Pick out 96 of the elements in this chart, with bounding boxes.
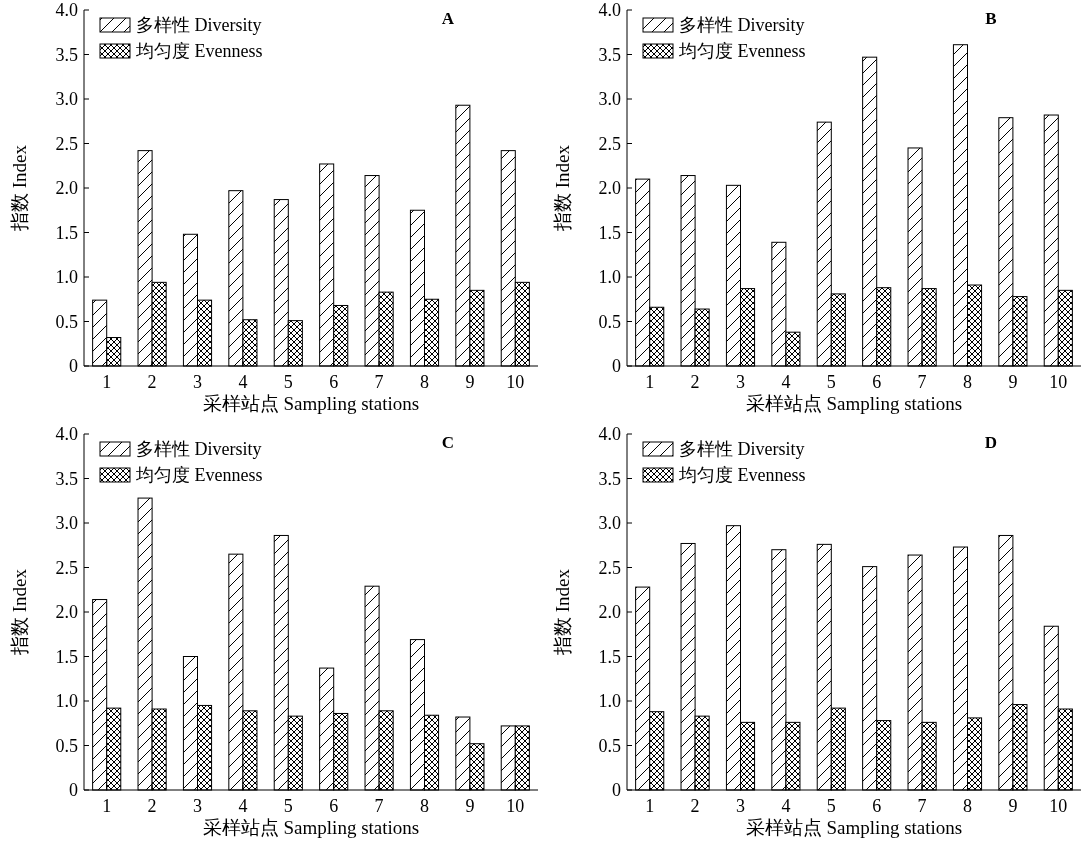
x-tick-label: 6 bbox=[329, 796, 339, 816]
x-tick-label: 10 bbox=[1049, 372, 1068, 392]
x-tick-label: 2 bbox=[690, 796, 700, 816]
y-tick-label: 4.0 bbox=[598, 0, 621, 20]
chart-title: D bbox=[984, 433, 998, 452]
y-tick-label: 3.0 bbox=[598, 513, 621, 533]
y-tick-label: 1.5 bbox=[55, 646, 78, 667]
y-tick-label: 3.5 bbox=[55, 44, 78, 65]
x-axis-title: 采样站点 Sampling stations bbox=[745, 393, 963, 414]
y-tick-label: 1.0 bbox=[55, 267, 78, 287]
x-tick-label: 5 bbox=[283, 372, 293, 392]
y-tick-label: 4.0 bbox=[598, 424, 621, 444]
x-tick-label: 8 bbox=[963, 372, 972, 392]
legend-label: 均匀度 Evenness bbox=[678, 41, 806, 61]
x-tick-label: 7 bbox=[917, 372, 927, 392]
x-tick-label: 9 bbox=[1008, 796, 1018, 816]
y-tick-label: 3.0 bbox=[55, 513, 78, 533]
x-tick-label: 1 bbox=[102, 796, 112, 816]
chart-title: B bbox=[985, 9, 997, 28]
y-axis-title: 指数 Index bbox=[552, 144, 573, 233]
x-tick-label: 6 bbox=[872, 372, 882, 392]
x-tick-label: 7 bbox=[917, 796, 927, 816]
y-tick-label: 2.0 bbox=[55, 178, 78, 198]
x-tick-label: 10 bbox=[506, 372, 525, 392]
y-axis-title: 指数 Index bbox=[552, 568, 573, 657]
x-tick-label: 2 bbox=[147, 796, 157, 816]
x-tick-label: 10 bbox=[1049, 796, 1068, 816]
x-tick-label: 7 bbox=[374, 796, 384, 816]
x-tick-label: 4 bbox=[781, 796, 791, 816]
y-axis-title: 指数 Index bbox=[9, 568, 30, 657]
y-tick-label: 0.5 bbox=[598, 311, 621, 332]
y-tick-label: 2.0 bbox=[55, 602, 78, 622]
x-tick-label: 4 bbox=[238, 372, 248, 392]
y-tick-label: 1.5 bbox=[598, 222, 621, 243]
x-tick-label: 4 bbox=[781, 372, 791, 392]
y-tick-label: 0 bbox=[612, 780, 621, 800]
legend-label: 多样性 Diversity bbox=[679, 439, 805, 459]
y-tick-label: 4.0 bbox=[55, 424, 78, 444]
legend-label: 多样性 Diversity bbox=[679, 15, 805, 35]
y-tick-label: 4.0 bbox=[55, 0, 78, 20]
y-axis-title: 指数 Index bbox=[9, 144, 30, 233]
y-tick-label: 1.0 bbox=[598, 267, 621, 287]
x-tick-label: 4 bbox=[238, 796, 248, 816]
y-tick-label: 3.5 bbox=[598, 44, 621, 65]
x-tick-label: 6 bbox=[872, 796, 882, 816]
x-tick-label: 1 bbox=[645, 796, 655, 816]
y-tick-label: 1.5 bbox=[598, 646, 621, 667]
x-axis-title: 采样站点 Sampling stations bbox=[745, 817, 963, 838]
y-tick-label: 2.0 bbox=[598, 602, 621, 622]
x-axis-title: 采样站点 Sampling stations bbox=[202, 393, 420, 414]
x-tick-label: 2 bbox=[690, 372, 700, 392]
x-tick-label: 8 bbox=[420, 796, 429, 816]
legend-label: 多样性 Diversity bbox=[136, 439, 262, 459]
y-tick-label: 1.0 bbox=[55, 691, 78, 711]
x-tick-label: 9 bbox=[465, 372, 475, 392]
y-tick-label: 2.5 bbox=[55, 557, 78, 578]
y-tick-label: 0 bbox=[69, 356, 78, 376]
y-tick-label: 3.0 bbox=[598, 89, 621, 109]
legend-label: 均匀度 Evenness bbox=[135, 41, 263, 61]
x-tick-label: 8 bbox=[963, 796, 972, 816]
y-tick-label: 3.5 bbox=[598, 468, 621, 489]
y-tick-label: 2.5 bbox=[598, 557, 621, 578]
y-tick-label: 0.5 bbox=[598, 735, 621, 756]
y-tick-label: 1.0 bbox=[598, 691, 621, 711]
x-tick-label: 3 bbox=[736, 372, 745, 392]
x-tick-label: 5 bbox=[826, 372, 836, 392]
x-tick-label: 1 bbox=[102, 372, 112, 392]
x-tick-label: 8 bbox=[420, 372, 429, 392]
x-tick-label: 3 bbox=[193, 372, 202, 392]
y-tick-label: 3.0 bbox=[55, 89, 78, 109]
x-tick-label: 2 bbox=[147, 372, 157, 392]
y-tick-label: 2.5 bbox=[598, 133, 621, 154]
x-tick-label: 10 bbox=[506, 796, 525, 816]
y-tick-label: 1.5 bbox=[55, 222, 78, 243]
x-tick-label: 7 bbox=[374, 372, 384, 392]
x-tick-label: 1 bbox=[645, 372, 655, 392]
x-tick-label: 3 bbox=[736, 796, 745, 816]
chart-title: C bbox=[441, 433, 455, 452]
y-tick-label: 0 bbox=[69, 780, 78, 800]
x-tick-label: 5 bbox=[283, 796, 293, 816]
y-tick-label: 3.5 bbox=[55, 468, 78, 489]
y-tick-label: 2.5 bbox=[55, 133, 78, 154]
x-tick-label: 5 bbox=[826, 796, 836, 816]
legend-label: 均匀度 Evenness bbox=[678, 465, 806, 485]
y-tick-label: 0 bbox=[612, 356, 621, 376]
y-tick-label: 0.5 bbox=[55, 311, 78, 332]
y-tick-label: 0.5 bbox=[55, 735, 78, 756]
y-tick-label: 2.0 bbox=[598, 178, 621, 198]
chart-title: A bbox=[441, 9, 455, 28]
x-tick-label: 9 bbox=[465, 796, 475, 816]
x-axis-title: 采样站点 Sampling stations bbox=[202, 817, 420, 838]
x-tick-label: 6 bbox=[329, 372, 339, 392]
legend-label: 多样性 Diversity bbox=[136, 15, 262, 35]
x-tick-label: 9 bbox=[1008, 372, 1018, 392]
x-tick-label: 3 bbox=[193, 796, 202, 816]
legend-label: 均匀度 Evenness bbox=[135, 465, 263, 485]
